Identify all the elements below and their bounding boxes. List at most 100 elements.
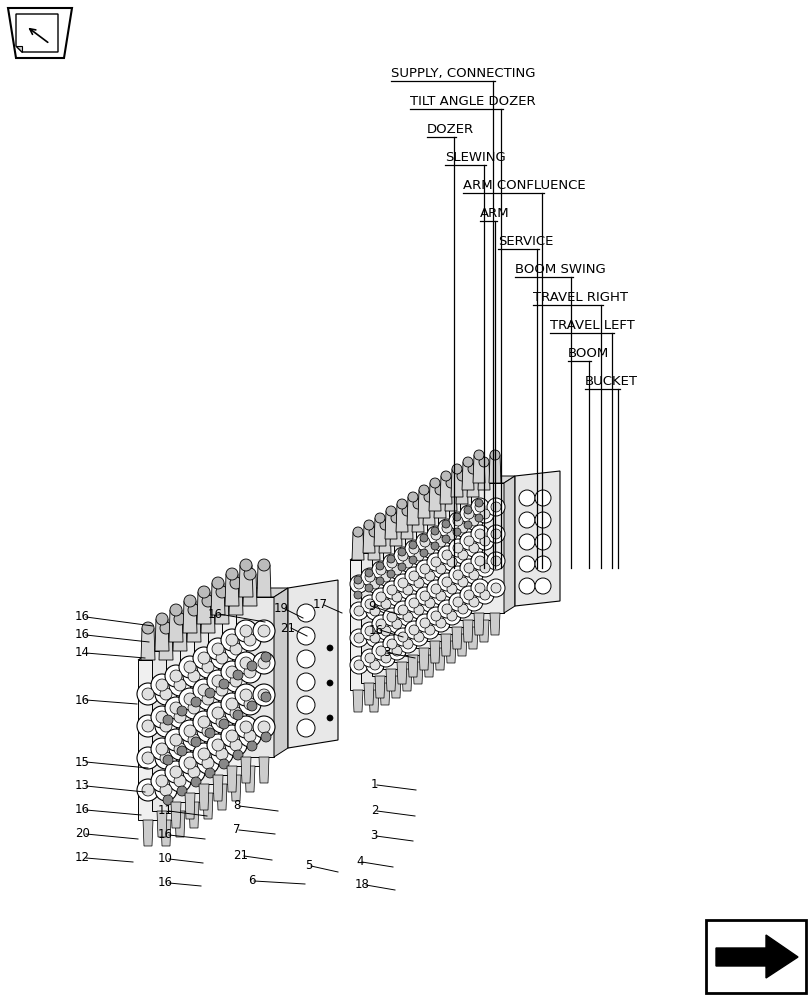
Polygon shape [452, 627, 461, 649]
Polygon shape [460, 483, 504, 490]
Circle shape [420, 621, 439, 639]
Circle shape [258, 689, 270, 701]
Circle shape [151, 706, 173, 728]
Polygon shape [462, 620, 473, 642]
Circle shape [388, 615, 406, 633]
Circle shape [475, 532, 493, 550]
Polygon shape [489, 613, 500, 635]
Circle shape [457, 577, 467, 587]
Circle shape [375, 646, 385, 656]
Circle shape [405, 540, 423, 558]
Circle shape [174, 613, 186, 625]
Circle shape [463, 521, 471, 529]
Circle shape [230, 577, 242, 589]
Circle shape [155, 683, 177, 705]
Polygon shape [448, 497, 482, 627]
Circle shape [410, 547, 427, 565]
Polygon shape [368, 690, 379, 712]
Circle shape [160, 784, 172, 796]
Circle shape [191, 737, 201, 747]
Circle shape [479, 509, 489, 519]
Circle shape [474, 583, 484, 593]
Circle shape [198, 716, 210, 728]
Circle shape [431, 533, 449, 551]
Circle shape [431, 560, 449, 578]
Circle shape [392, 592, 401, 602]
Circle shape [182, 697, 204, 719]
Circle shape [361, 568, 379, 586]
Circle shape [233, 710, 242, 720]
Circle shape [365, 653, 375, 663]
Circle shape [169, 770, 191, 792]
Circle shape [219, 719, 229, 729]
Circle shape [297, 696, 315, 714]
Circle shape [258, 657, 270, 669]
Polygon shape [488, 455, 500, 483]
Circle shape [204, 688, 215, 698]
Circle shape [230, 643, 242, 655]
Circle shape [178, 656, 201, 678]
Circle shape [446, 557, 457, 567]
Circle shape [191, 777, 201, 787]
Circle shape [142, 784, 154, 796]
Polygon shape [159, 628, 173, 660]
Circle shape [469, 570, 478, 580]
Circle shape [366, 602, 384, 620]
Polygon shape [437, 497, 482, 504]
Circle shape [424, 598, 435, 608]
Circle shape [151, 738, 173, 760]
Polygon shape [470, 476, 514, 483]
Circle shape [361, 649, 379, 667]
Polygon shape [236, 597, 273, 757]
Circle shape [202, 725, 214, 737]
Circle shape [182, 729, 204, 751]
Circle shape [216, 716, 228, 728]
Polygon shape [466, 469, 478, 497]
Circle shape [448, 593, 466, 611]
Circle shape [437, 573, 456, 591]
Polygon shape [350, 560, 383, 690]
Circle shape [419, 534, 427, 542]
Circle shape [460, 586, 478, 604]
Circle shape [207, 638, 229, 660]
Circle shape [463, 506, 471, 514]
Circle shape [142, 720, 154, 732]
Circle shape [376, 622, 394, 640]
Circle shape [156, 711, 168, 723]
Polygon shape [199, 784, 208, 810]
Circle shape [380, 520, 389, 530]
Circle shape [453, 600, 471, 618]
Circle shape [174, 775, 186, 787]
Polygon shape [396, 504, 407, 532]
Circle shape [225, 568, 238, 580]
Circle shape [243, 698, 255, 710]
Polygon shape [460, 490, 492, 620]
Polygon shape [401, 669, 411, 691]
Circle shape [441, 535, 449, 543]
Circle shape [212, 577, 224, 589]
Circle shape [405, 567, 423, 585]
Circle shape [297, 604, 315, 622]
Circle shape [401, 506, 411, 516]
Circle shape [441, 604, 452, 614]
Circle shape [418, 485, 428, 495]
Circle shape [354, 606, 363, 616]
Circle shape [465, 566, 483, 584]
Polygon shape [165, 642, 204, 802]
Polygon shape [375, 676, 384, 698]
Polygon shape [194, 615, 246, 624]
Circle shape [463, 590, 474, 600]
Polygon shape [478, 462, 489, 490]
Polygon shape [215, 592, 229, 624]
Circle shape [165, 761, 187, 783]
Circle shape [409, 571, 418, 581]
Circle shape [169, 706, 191, 728]
Circle shape [380, 626, 391, 636]
Polygon shape [371, 546, 405, 676]
Circle shape [371, 642, 389, 660]
Circle shape [383, 554, 401, 572]
Circle shape [431, 587, 449, 605]
Polygon shape [173, 619, 187, 651]
Circle shape [419, 618, 430, 628]
Circle shape [487, 525, 504, 543]
